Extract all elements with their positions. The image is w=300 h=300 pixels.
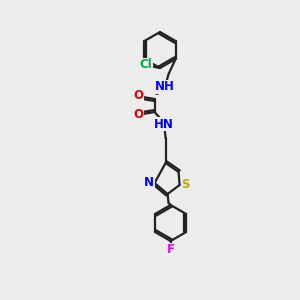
Text: Cl: Cl	[140, 58, 152, 71]
Text: F: F	[167, 244, 175, 256]
Text: NH: NH	[155, 80, 175, 94]
Text: O: O	[134, 109, 144, 122]
Text: O: O	[134, 89, 144, 103]
Text: N: N	[144, 176, 154, 190]
Text: S: S	[181, 178, 190, 191]
Text: HN: HN	[154, 118, 173, 130]
